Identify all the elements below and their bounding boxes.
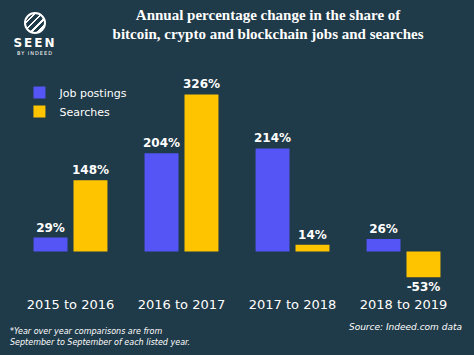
svg-text:204%: 204% — [143, 136, 180, 150]
html-text:September to September of each: September to September of each listed ye… — [10, 338, 191, 347]
svg-text:Searches: Searches — [59, 106, 110, 119]
html-text:BY INDEED: BY INDEED — [17, 50, 53, 56]
svg-text:148%: 148% — [72, 163, 109, 177]
html-text:*Year over year comparisons ar: *Year over year comparisons are from — [10, 327, 163, 336]
svg-text:26%: 26% — [369, 222, 398, 236]
svg-text:214%: 214% — [254, 131, 291, 145]
svg-text:Annual percentage change in th: Annual percentage change in the share of… — [113, 7, 424, 43]
svg-text:2017 to 2018: 2017 to 2018 — [249, 297, 336, 312]
svg-text:2015 to 2016: 2015 to 2016 — [27, 297, 114, 312]
svg-text:2018 to 2019: 2018 to 2019 — [360, 297, 447, 312]
svg-text:326%: 326% — [183, 77, 220, 91]
svg-text:29%: 29% — [36, 221, 65, 235]
svg-text:2016 to 2017: 2016 to 2017 — [138, 297, 225, 312]
html-text:SEEN: SEEN — [13, 36, 57, 50]
svg-text:-53%: -53% — [407, 280, 441, 294]
svg-text:Job postings: Job postings — [58, 87, 126, 100]
svg-text:14%: 14% — [298, 228, 327, 242]
html-text:Source: Indeed.com data: Source: Indeed.com data — [348, 322, 462, 332]
